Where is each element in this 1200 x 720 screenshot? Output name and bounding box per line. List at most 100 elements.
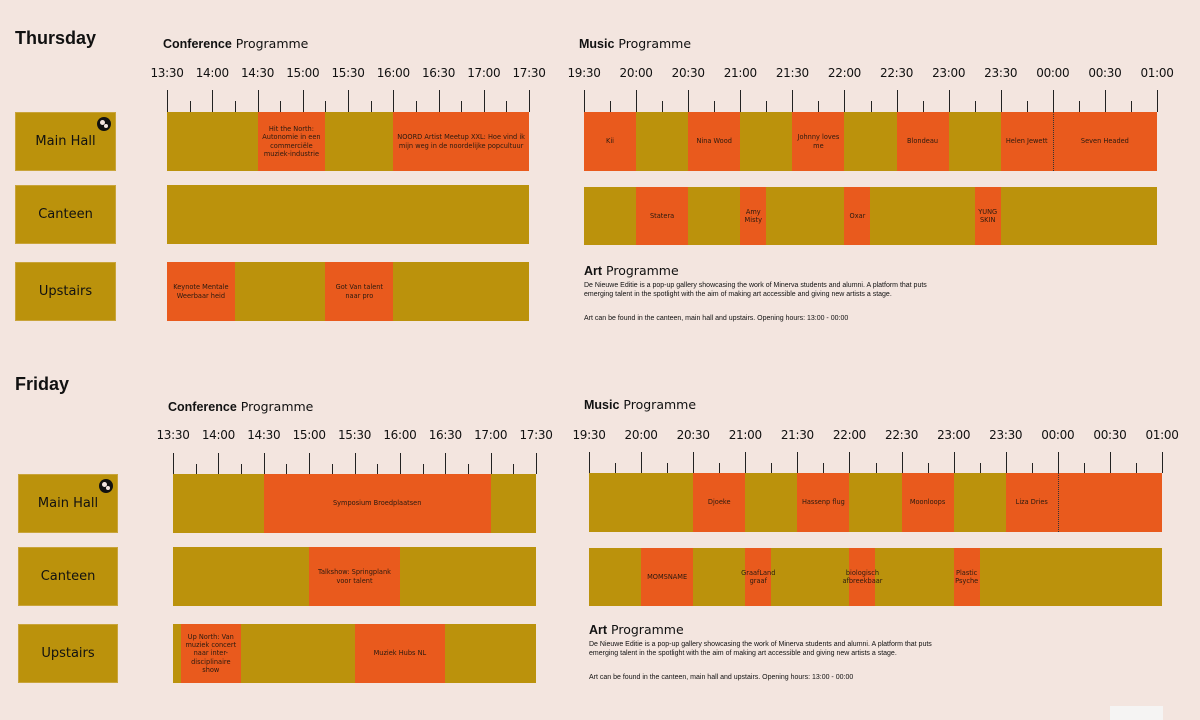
conference-programme-title: Conference Programme <box>163 36 308 51</box>
art-programme-title: Art Programme <box>584 263 679 278</box>
time-tick <box>901 452 903 473</box>
event-label: Hit the North: Autonomie in een commerci… <box>262 125 321 158</box>
time-tick <box>953 452 955 473</box>
music-event[interactable]: Blondeau <box>896 112 949 171</box>
time-label: 14:30 <box>240 66 275 80</box>
time-tick <box>719 463 721 473</box>
venue-label-main-hall: Main Hall <box>18 474 118 533</box>
time-tick <box>263 453 265 474</box>
time-label: 16:30 <box>428 428 462 442</box>
time-tick <box>1057 452 1059 473</box>
time-tick <box>1130 101 1132 112</box>
event-label: GraafLand graaf <box>741 568 776 585</box>
music-event[interactable]: YUNG SKIN <box>974 187 1001 245</box>
event-label: Muziek Hubs NL <box>373 649 427 658</box>
music-event[interactable]: Plastic Psyche <box>953 548 980 606</box>
time-tick <box>927 463 929 473</box>
time-tick <box>302 90 304 112</box>
event-label: Talkshow: Springplank voor talent <box>318 568 391 585</box>
venue-label-canteen: Canteen <box>18 547 118 606</box>
music-event[interactable]: Helen Jewett <box>1000 112 1053 171</box>
time-label: 19:30 <box>572 428 606 442</box>
time-tick <box>393 90 395 112</box>
event-label: Liza Dries <box>1015 498 1048 507</box>
music-event[interactable]: Amy Misty <box>740 187 767 245</box>
event-label: Moonloops <box>909 498 946 507</box>
time-label: 01:00 <box>1145 428 1179 442</box>
conference-track-main-hall: Symposium Broedplaatsen <box>173 474 536 533</box>
time-tick <box>173 453 174 474</box>
music-event[interactable]: Liza Dries <box>1005 473 1058 532</box>
time-tick <box>529 90 530 112</box>
music-event[interactable]: biologisch afbreekbaar <box>842 548 883 606</box>
art-title-rest: Programme <box>606 263 679 278</box>
time-tick <box>195 464 197 474</box>
time-label: 22:30 <box>884 428 919 442</box>
music-event[interactable]: Hassenp flug <box>797 473 850 532</box>
conference-event[interactable]: Symposium Broedplaatsen <box>263 474 491 533</box>
event-label: Statera <box>650 211 675 220</box>
time-tick <box>445 453 447 474</box>
time-label: 23:30 <box>984 66 1018 80</box>
event-label: NOORD Artist Meetup XXL: Hoe vind ik mij… <box>397 133 525 150</box>
art-programme-title: Art Programme <box>589 622 684 637</box>
conference-event[interactable]: Muziek Hubs NL <box>354 624 446 683</box>
venue-name: Canteen <box>38 207 93 222</box>
time-tick <box>662 101 664 112</box>
music-event[interactable]: Oxar <box>844 187 871 245</box>
time-tick <box>354 453 356 474</box>
time-label: 14:30 <box>247 428 281 442</box>
time-tick <box>714 101 716 112</box>
event-label: Djoeke <box>707 498 731 507</box>
time-label: 15:00 <box>286 66 320 80</box>
footer-box <box>1110 706 1163 720</box>
time-tick <box>218 453 220 474</box>
conference-event[interactable]: Hit the North: Autonomie in een commerci… <box>257 112 326 171</box>
time-label: 21:00 <box>728 428 762 442</box>
time-tick <box>422 464 424 474</box>
music-event[interactable]: Moonloops <box>901 473 954 532</box>
time-label: 20:30 <box>671 66 705 80</box>
time-tick <box>823 463 825 473</box>
event-label: Blondeau <box>907 137 939 146</box>
time-label: 15:30 <box>331 66 365 80</box>
event-label: Johnny loves me <box>797 133 840 150</box>
time-label: 17:00 <box>474 428 508 442</box>
time-tick <box>766 101 768 112</box>
conference-event[interactable]: NOORD Artist Meetup XXL: Hoe vind ik mij… <box>393 112 529 171</box>
music-track-main-hall: Djoeke Hassenp flug Moonloops Liza Dries <box>589 473 1162 532</box>
time-label: 21:00 <box>723 66 757 80</box>
event-label: Up North: Van muziek concert naar inter-… <box>185 632 237 674</box>
conference-track-main-hall: Hit the North: Autonomie in een commerci… <box>167 112 529 171</box>
time-tick <box>490 453 492 474</box>
time-tick <box>325 101 327 112</box>
music-event[interactable]: Johnny loves me <box>792 112 845 171</box>
conference-event[interactable]: Got Van talent naar pro <box>325 262 394 321</box>
music-event[interactable]: Nina Wood <box>688 112 741 171</box>
music-event[interactable] <box>1057 473 1162 532</box>
conference-event[interactable]: Keynote Mentale Weerbaar heid <box>167 262 235 321</box>
time-label: 20:00 <box>624 428 658 442</box>
venue-label-upstairs: Upstairs <box>15 262 116 321</box>
music-title-rest: Programme <box>618 36 692 51</box>
music-event[interactable]: Kii <box>584 112 637 171</box>
event-label: Nina Wood <box>696 137 732 146</box>
music-event[interactable]: Djoeke <box>693 473 746 532</box>
time-label: 21:30 <box>780 428 814 442</box>
time-label: 15:00 <box>292 428 326 442</box>
conference-title-bold: Conference <box>163 37 232 51</box>
time-tick <box>370 101 372 112</box>
time-tick <box>797 452 799 473</box>
music-event[interactable]: GraafLand graaf <box>741 548 775 606</box>
time-tick <box>348 90 349 112</box>
music-event[interactable]: MOMSNAME <box>641 548 694 606</box>
conference-event[interactable]: Up North: Van muziek concert naar inter-… <box>180 624 242 683</box>
time-tick <box>257 90 259 112</box>
event-label: Seven Headed <box>1080 137 1129 146</box>
music-event[interactable]: Statera <box>636 187 689 245</box>
venue-label-main-hall: Main Hall <box>15 112 116 171</box>
conference-track-canteen: Talkshow: Springplank voor talent <box>173 547 536 606</box>
music-event[interactable]: Seven Headed <box>1052 112 1157 171</box>
conference-title-rest: Programme <box>240 399 314 414</box>
conference-event[interactable]: Talkshow: Springplank voor talent <box>309 547 400 606</box>
